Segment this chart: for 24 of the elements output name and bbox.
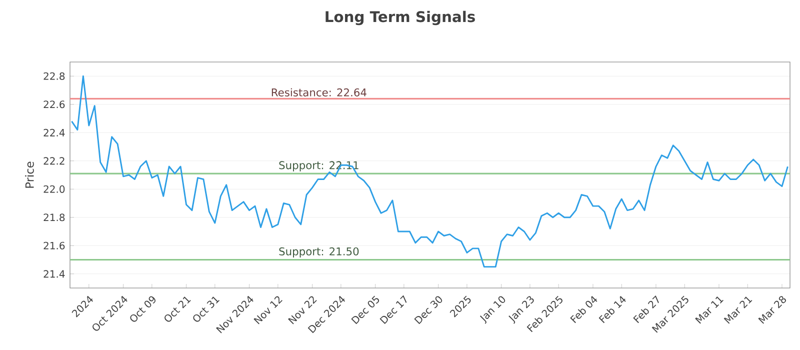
- y-tick-label: 21.4: [44, 270, 65, 278]
- y-tick-label: 22.0: [44, 185, 65, 193]
- y-tick-label: 22.4: [44, 128, 65, 136]
- x-tick-label: Oct 21: [164, 296, 191, 322]
- x-tick-label: Dec 17: [380, 295, 407, 324]
- y-tick-label: 22.8: [44, 72, 65, 80]
- x-tick-label: Dec 30: [414, 296, 442, 324]
- y-tick-label: 21.6: [44, 242, 65, 250]
- x-tick-label: Feb 27: [633, 296, 659, 324]
- x-tick-label: Feb 14: [598, 296, 626, 324]
- x-tick-label: Feb 04: [570, 296, 598, 324]
- x-tick-label: Jan 23: [508, 296, 534, 324]
- ref-line-label: Resistance: 22.64: [272, 88, 366, 96]
- x-tick-label: Oct 09: [130, 296, 156, 322]
- y-axis-title: Price: [25, 162, 34, 188]
- y-tick-label: 22.6: [44, 100, 65, 108]
- y-tick-label: 22.2: [44, 157, 64, 165]
- chart-title: Long Term Signals: [326, 10, 475, 26]
- y-tick-label: 21.8: [44, 214, 65, 222]
- ref-line-label: Support: 21.50: [279, 247, 359, 258]
- x-tick-label: Oct 31: [193, 296, 220, 322]
- ref-line-label: Support: 22.11: [279, 161, 358, 172]
- x-tick-label: Jan 10: [480, 296, 506, 324]
- x-tick-label: Dec 05: [351, 296, 380, 324]
